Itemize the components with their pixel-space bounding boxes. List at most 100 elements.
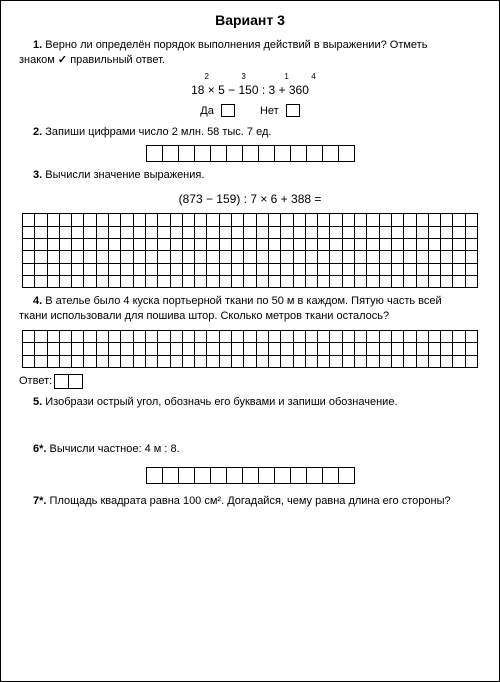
grid-cell[interactable] — [244, 214, 256, 226]
grid-cell[interactable] — [465, 343, 477, 355]
grid-cell[interactable] — [342, 251, 354, 263]
grid-cell[interactable] — [47, 226, 59, 238]
grid-cell[interactable] — [158, 343, 170, 355]
grid-cell[interactable] — [416, 239, 428, 251]
grid-cell[interactable] — [256, 330, 268, 342]
grid-cell[interactable] — [133, 330, 145, 342]
grid-cell[interactable] — [465, 275, 477, 287]
grid-cell[interactable] — [182, 275, 194, 287]
grid-cell[interactable] — [84, 355, 96, 367]
grid-cell[interactable] — [379, 343, 391, 355]
grid-cell[interactable] — [281, 355, 293, 367]
grid-cell[interactable] — [367, 263, 379, 275]
grid-cell[interactable] — [244, 343, 256, 355]
grid-cell[interactable] — [256, 263, 268, 275]
grid-cell[interactable] — [465, 263, 477, 275]
grid-cell[interactable] — [133, 343, 145, 355]
grid-cell[interactable] — [379, 330, 391, 342]
grid-cell[interactable] — [391, 275, 403, 287]
grid-cell[interactable] — [441, 251, 453, 263]
grid-cell[interactable] — [133, 263, 145, 275]
grid-cell[interactable] — [121, 263, 133, 275]
grid-cell[interactable] — [465, 239, 477, 251]
grid-cell[interactable] — [194, 145, 211, 162]
grid-cell[interactable] — [453, 214, 465, 226]
grid-cell[interactable] — [54, 374, 69, 389]
grid-cell[interactable] — [59, 251, 71, 263]
grid-cell[interactable] — [195, 239, 207, 251]
grid-cell[interactable] — [96, 251, 108, 263]
grid-cell[interactable] — [453, 263, 465, 275]
grid-cell[interactable] — [244, 263, 256, 275]
grid-cell[interactable] — [441, 330, 453, 342]
grid-cell[interactable] — [84, 214, 96, 226]
grid-cell[interactable] — [318, 239, 330, 251]
grid-cell[interactable] — [330, 275, 342, 287]
grid-cell[interactable] — [72, 239, 84, 251]
grid-cell[interactable] — [145, 355, 157, 367]
grid-cell[interactable] — [318, 226, 330, 238]
grid-cell[interactable] — [145, 251, 157, 263]
grid-cell[interactable] — [416, 343, 428, 355]
grid-cell[interactable] — [441, 263, 453, 275]
grid-cell[interactable] — [219, 251, 231, 263]
grid-cell[interactable] — [367, 214, 379, 226]
grid-cell[interactable] — [330, 226, 342, 238]
grid-cell[interactable] — [465, 226, 477, 238]
grid-cell[interactable] — [242, 467, 259, 484]
grid-cell[interactable] — [47, 263, 59, 275]
grid-cell[interactable] — [232, 239, 244, 251]
grid-cell[interactable] — [355, 239, 367, 251]
grid-cell[interactable] — [219, 239, 231, 251]
grid-cell[interactable] — [207, 251, 219, 263]
grid-cell[interactable] — [219, 226, 231, 238]
grid-cell[interactable] — [47, 275, 59, 287]
grid-cell[interactable] — [318, 330, 330, 342]
grid-cell[interactable] — [232, 226, 244, 238]
grid-cell[interactable] — [133, 355, 145, 367]
grid-cell[interactable] — [318, 214, 330, 226]
grid-cell[interactable] — [441, 226, 453, 238]
grid-cell[interactable] — [182, 214, 194, 226]
grid-cell[interactable] — [306, 145, 323, 162]
grid-cell[interactable] — [281, 214, 293, 226]
grid-cell[interactable] — [355, 330, 367, 342]
grid-cell[interactable] — [453, 343, 465, 355]
grid-cell[interactable] — [195, 343, 207, 355]
grid-cell[interactable] — [281, 251, 293, 263]
grid-cell[interactable] — [404, 330, 416, 342]
grid-cell[interactable] — [226, 467, 243, 484]
grid-cell[interactable] — [47, 330, 59, 342]
grid-cell[interactable] — [379, 275, 391, 287]
task-6-cells[interactable] — [19, 467, 481, 484]
grid-cell[interactable] — [293, 263, 305, 275]
grid-cell[interactable] — [35, 251, 47, 263]
grid-cell[interactable] — [367, 355, 379, 367]
grid-cell[interactable] — [379, 214, 391, 226]
grid-cell[interactable] — [226, 145, 243, 162]
grid-cell[interactable] — [210, 467, 227, 484]
grid-cell[interactable] — [207, 275, 219, 287]
grid-cell[interactable] — [367, 226, 379, 238]
grid-cell[interactable] — [305, 330, 317, 342]
grid-cell[interactable] — [428, 251, 440, 263]
grid-cell[interactable] — [162, 467, 179, 484]
grid-cell[interactable] — [330, 330, 342, 342]
grid-cell[interactable] — [453, 355, 465, 367]
grid-cell[interactable] — [391, 330, 403, 342]
grid-cell[interactable] — [133, 275, 145, 287]
grid-cell[interactable] — [416, 355, 428, 367]
grid-cell[interactable] — [268, 226, 280, 238]
grid-cell[interactable] — [109, 214, 121, 226]
grid-cell[interactable] — [441, 275, 453, 287]
grid-cell[interactable] — [290, 145, 307, 162]
grid-cell[interactable] — [170, 251, 182, 263]
grid-cell[interactable] — [338, 467, 355, 484]
grid-cell[interactable] — [145, 343, 157, 355]
grid-cell[interactable] — [219, 275, 231, 287]
grid-cell[interactable] — [306, 467, 323, 484]
grid-cell[interactable] — [355, 355, 367, 367]
grid-cell[interactable] — [195, 226, 207, 238]
grid-cell[interactable] — [170, 226, 182, 238]
grid-cell[interactable] — [232, 275, 244, 287]
